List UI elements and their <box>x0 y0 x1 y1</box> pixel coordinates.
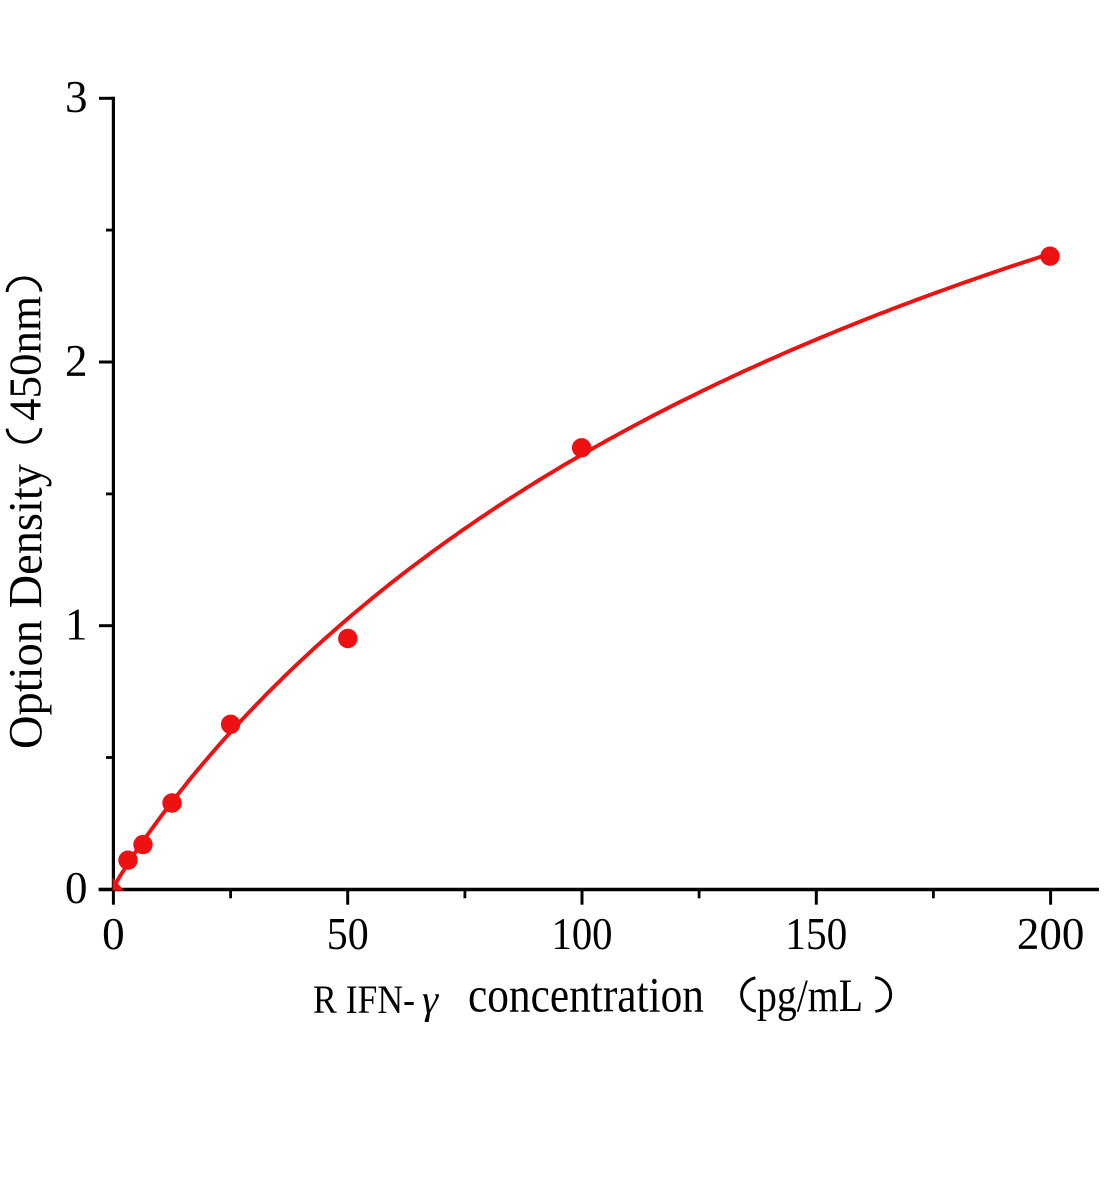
svg-text:concentration: concentration <box>468 967 704 1023</box>
svg-text:2: 2 <box>65 336 88 386</box>
svg-text:Option Density: Option Density <box>0 464 53 749</box>
svg-text:150: 150 <box>785 909 847 959</box>
svg-text:450nm: 450nm <box>1 296 51 421</box>
svg-text:3: 3 <box>65 72 88 122</box>
svg-text:0: 0 <box>102 909 125 959</box>
svg-text:pg/mL: pg/mL <box>757 971 863 1022</box>
svg-text:200: 200 <box>1017 909 1085 959</box>
svg-text:0: 0 <box>65 863 88 913</box>
svg-text:γ: γ <box>422 976 440 1022</box>
svg-text:50: 50 <box>327 909 369 959</box>
svg-text:R IFN-: R IFN- <box>313 977 415 1022</box>
svg-text:100: 100 <box>552 909 613 959</box>
svg-text:1: 1 <box>65 600 88 650</box>
